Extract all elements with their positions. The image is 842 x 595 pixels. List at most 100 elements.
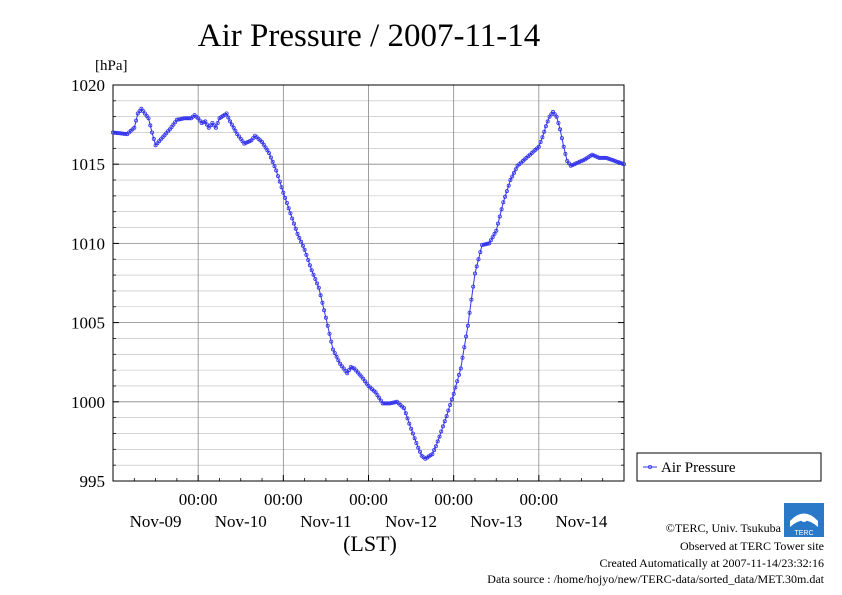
data-point xyxy=(444,414,449,419)
legend-marker-swatch xyxy=(648,464,653,469)
data-point xyxy=(176,117,181,122)
data-point xyxy=(291,221,296,226)
data-point xyxy=(116,131,121,136)
x-time-label: 00:00 xyxy=(179,490,218,509)
data-point xyxy=(185,116,190,121)
x-date-label: Nov-14 xyxy=(555,512,607,531)
data-point xyxy=(213,125,218,130)
data-point xyxy=(134,118,139,123)
data-point xyxy=(609,157,614,162)
data-point xyxy=(322,308,327,313)
data-point xyxy=(543,124,548,129)
data-point xyxy=(318,293,323,298)
data-point xyxy=(263,145,268,150)
data-point xyxy=(416,445,421,450)
data-point xyxy=(439,429,444,434)
data-point xyxy=(270,159,275,164)
data-point xyxy=(293,226,298,231)
data-point xyxy=(387,401,392,406)
data-point xyxy=(622,162,627,167)
data-point xyxy=(373,390,378,395)
data-point xyxy=(492,231,497,236)
data-point xyxy=(504,189,509,194)
data-point xyxy=(123,131,128,136)
data-point xyxy=(464,334,469,339)
chart-title: Air Pressure / 2007-11-14 xyxy=(198,18,540,54)
data-point xyxy=(275,174,280,179)
y-tick-label: 1010 xyxy=(71,234,105,253)
data-point xyxy=(148,123,153,128)
data-point xyxy=(606,156,611,161)
data-point xyxy=(455,379,460,384)
data-point xyxy=(178,117,183,122)
data-point xyxy=(309,268,314,273)
data-point xyxy=(616,160,621,165)
data-point xyxy=(277,179,282,184)
data-point xyxy=(297,235,302,240)
data-point xyxy=(391,400,396,405)
data-point xyxy=(268,155,273,160)
data-point xyxy=(485,241,490,246)
data-point xyxy=(304,252,309,257)
credit-source: Data source : /home/hojyo/new/TERC-data/… xyxy=(487,572,824,586)
data-point xyxy=(556,121,561,126)
logo-drop-shape xyxy=(801,516,807,522)
data-point xyxy=(274,168,279,173)
data-point xyxy=(151,136,156,141)
data-point xyxy=(306,257,311,262)
data-point xyxy=(471,284,476,289)
data-point xyxy=(346,368,351,373)
data-point xyxy=(183,116,188,121)
data-point xyxy=(114,130,119,135)
credit-copyright: ©TERC, Univ. Tsukuba xyxy=(666,521,782,535)
data-point xyxy=(407,421,412,426)
x-time-label: 00:00 xyxy=(519,490,558,509)
data-point xyxy=(542,129,547,134)
data-point xyxy=(410,431,415,436)
data-point xyxy=(403,411,408,416)
data-point xyxy=(545,119,550,124)
x-date-label: Nov-10 xyxy=(215,512,267,531)
credit-observed: Observed at TERC Tower site xyxy=(680,539,824,553)
data-point xyxy=(417,449,422,454)
data-point xyxy=(474,264,479,269)
data-point xyxy=(469,297,474,302)
y-tick-label: 1020 xyxy=(71,76,105,95)
data-point xyxy=(377,395,382,400)
data-point xyxy=(540,135,545,140)
x-date-label: Nov-12 xyxy=(385,512,437,531)
data-point xyxy=(538,139,543,144)
data-point xyxy=(494,228,499,233)
data-point xyxy=(272,164,277,169)
data-point xyxy=(307,263,312,268)
data-point xyxy=(490,235,495,240)
series-line-air-pressure xyxy=(112,107,625,460)
y-axis-ticks: 1020 1015 1010 1005 1000 995 xyxy=(71,76,624,491)
data-point xyxy=(314,281,319,286)
data-point xyxy=(187,116,192,121)
data-point xyxy=(499,207,504,212)
data-point xyxy=(345,371,350,376)
x-time-label: 00:00 xyxy=(264,490,303,509)
data-point xyxy=(437,434,442,439)
data-point xyxy=(433,444,438,449)
data-point xyxy=(311,272,316,277)
data-point xyxy=(316,285,321,290)
data-point xyxy=(259,139,264,144)
data-point xyxy=(501,200,506,205)
data-point xyxy=(561,144,566,149)
y-tick-label: 995 xyxy=(80,472,106,491)
x-date-label: Nov-09 xyxy=(130,512,182,531)
data-point xyxy=(510,174,515,179)
data-point xyxy=(261,142,266,147)
data-point xyxy=(435,439,440,444)
data-point xyxy=(300,243,305,248)
data-point xyxy=(458,366,463,371)
data-point xyxy=(460,355,465,360)
x-time-label: 00:00 xyxy=(349,490,388,509)
data-point xyxy=(497,214,502,219)
x-date-label: Nov-13 xyxy=(470,512,522,531)
y-tick-label: 1000 xyxy=(71,393,105,412)
data-point xyxy=(203,119,208,124)
